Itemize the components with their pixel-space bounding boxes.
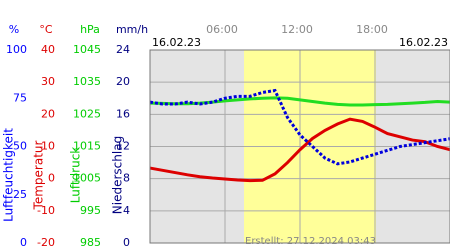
y-tick-label: 995 (80, 204, 101, 217)
x-tick-label: 06:00 (206, 23, 238, 36)
y-tick-label: 1015 (73, 140, 101, 153)
axis-title: Luftfeuchtigkeit (2, 128, 16, 222)
y-tick-label: 24 (116, 43, 130, 56)
y-tick-label: 10 (41, 140, 55, 153)
created-note: Erstellt: 27.12.2024 03:43 (245, 236, 376, 247)
axis-unit: hPa (80, 23, 100, 36)
y-tick-label: 30 (41, 75, 55, 88)
y-tick-label: 20 (41, 107, 55, 120)
y-tick-label: 0 (123, 236, 130, 249)
y-tick-label: 0 (48, 172, 55, 185)
axis-unit: % (9, 23, 19, 36)
y-tick-label: 0 (20, 236, 27, 249)
y-tick-label: 1035 (73, 75, 101, 88)
y-tick-label: 40 (41, 43, 55, 56)
series-line (149, 88, 450, 166)
y-tick-label: 100 (6, 43, 27, 56)
axis-title: Luftdruck (69, 147, 83, 204)
y-tick-label: 16 (116, 107, 130, 120)
x-tick-label: 18:00 (356, 23, 388, 36)
y-tick-label: 8 (123, 172, 130, 185)
axis-unit: mm/h (116, 23, 148, 36)
y-tick-label: 1045 (73, 43, 101, 56)
x-tick-label: 12:00 (281, 23, 313, 36)
date-left: 16.02.23 (152, 36, 201, 49)
axis-unit: °C (39, 23, 53, 36)
date-right: 16.02.23 (399, 36, 448, 49)
y-tick-label: 75 (13, 91, 27, 104)
y-tick-label: -20 (37, 236, 55, 249)
y-tick-label: 20 (116, 75, 130, 88)
y-tick-label: 25 (13, 188, 27, 201)
axis-title: Temperatur (32, 140, 46, 210)
series-line (149, 117, 450, 183)
axis-title: Niederschlag (111, 136, 125, 214)
y-tick-label: 12 (116, 140, 130, 153)
y-tick-label: 985 (80, 236, 101, 249)
y-tick-label: 50 (13, 140, 27, 153)
y-tick-label: 1005 (73, 172, 101, 185)
plot-border (149, 49, 450, 244)
y-tick-label: 1025 (73, 107, 101, 120)
y-tick-label: -10 (37, 204, 55, 217)
y-tick-label: 4 (123, 204, 130, 217)
